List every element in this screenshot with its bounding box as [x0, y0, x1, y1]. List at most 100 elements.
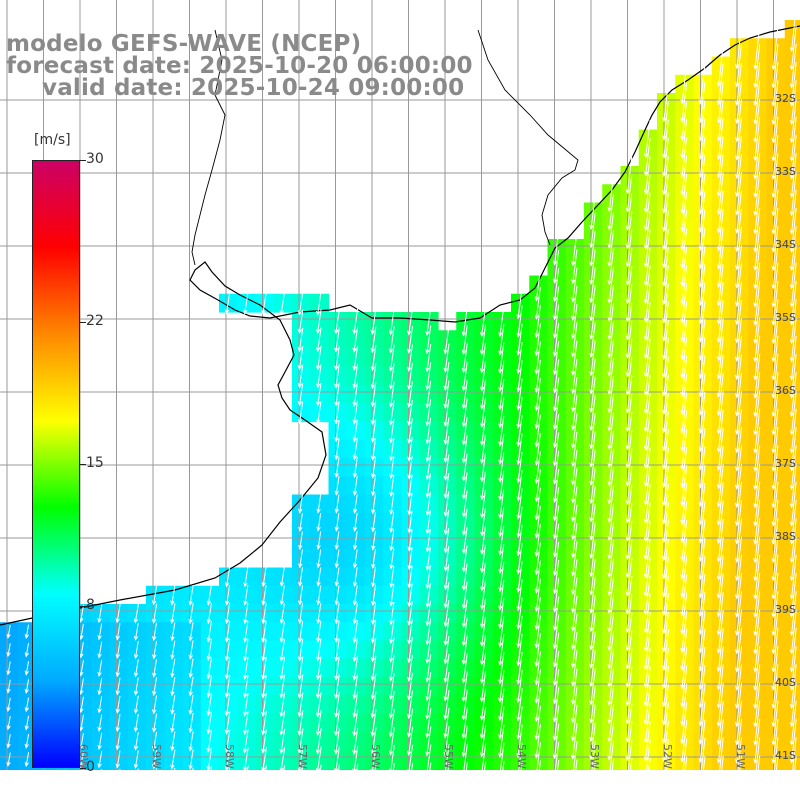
- wind-arrow: [570, 450, 578, 486]
- wind-arrow: [570, 595, 578, 632]
- wind-arrow: [316, 585, 322, 606]
- wind-arrow: [734, 281, 742, 326]
- wind-arrow: [789, 153, 797, 199]
- wind-arrow: [625, 466, 633, 506]
- wind-arrow: [498, 397, 505, 429]
- wind-arrow: [680, 701, 688, 745]
- wind-arrow: [680, 173, 688, 215]
- wind-arrow: [425, 726, 432, 757]
- wind-arrow: [571, 340, 578, 376]
- wind-arrow: [771, 700, 779, 746]
- wind-arrow: [79, 623, 84, 641]
- wind-arrow: [279, 638, 285, 662]
- wind-arrow: [425, 654, 432, 683]
- wind-arrow: [607, 212, 615, 249]
- wind-arrow: [716, 81, 724, 124]
- wind-arrow: [443, 671, 450, 702]
- wind-arrow: [370, 620, 377, 644]
- wind-arrow: [461, 599, 468, 628]
- wind-arrow: [662, 192, 669, 232]
- wind-arrow: [407, 492, 413, 516]
- wind-arrow: [753, 499, 761, 545]
- wind-arrow: [224, 729, 231, 754]
- wind-arrow: [298, 585, 304, 606]
- wind-arrow: [461, 472, 468, 500]
- wind-arrow: [643, 630, 651, 671]
- wind-arrow: [534, 724, 542, 759]
- wind-arrow: [188, 713, 194, 734]
- wind-arrow: [243, 585, 249, 606]
- wind-arrow: [570, 358, 578, 395]
- wind-arrow: [370, 326, 377, 354]
- wind-arrow: [24, 624, 30, 640]
- wind-arrow: [534, 305, 541, 339]
- wind-arrow: [589, 631, 596, 669]
- wind-arrow: [242, 693, 249, 717]
- wind-arrow: [552, 559, 560, 595]
- wind-arrow: [734, 427, 742, 472]
- wind-arrow: [297, 364, 304, 389]
- wind-arrow: [407, 381, 413, 409]
- wind-arrow: [389, 474, 395, 497]
- wind-arrow: [789, 61, 797, 107]
- wind-arrow: [625, 248, 633, 286]
- wind-arrow: [589, 212, 596, 249]
- wind-arrow: [789, 499, 797, 545]
- wind-arrow: [97, 750, 103, 769]
- colorbar-tick-mark: [80, 464, 86, 465]
- wind-arrow: [352, 494, 358, 514]
- wind-arrow: [716, 500, 724, 545]
- wind-arrow: [698, 282, 706, 325]
- wind-arrow: [498, 598, 505, 630]
- wind-arrow: [789, 299, 797, 345]
- wind-arrow: [662, 228, 669, 269]
- wind-arrow: [498, 434, 505, 465]
- wind-arrow: [443, 600, 450, 628]
- wind-arrow: [662, 411, 669, 452]
- wind-arrow: [298, 512, 303, 532]
- wind-arrow: [662, 556, 669, 598]
- latitude-label: 37S: [775, 457, 796, 470]
- wind-arrow: [24, 697, 30, 713]
- wind-arrow: [279, 710, 286, 736]
- wind-arrow: [735, 154, 742, 198]
- wind-arrow: [789, 536, 797, 582]
- wind-arrow: [589, 613, 596, 651]
- wind-arrow: [352, 419, 358, 443]
- wind-arrow: [371, 530, 376, 551]
- wind-arrow: [206, 729, 213, 753]
- wind-arrow: [334, 638, 340, 662]
- wind-arrow: [662, 338, 669, 379]
- wind-arrow: [552, 268, 560, 303]
- wind-arrow: [625, 229, 633, 268]
- wind-arrow: [734, 627, 743, 673]
- wind-arrow: [425, 492, 431, 517]
- wind-arrow: [625, 521, 633, 561]
- wind-arrow: [698, 173, 706, 215]
- wind-arrow: [425, 362, 432, 391]
- wind-arrow: [498, 562, 505, 593]
- wind-arrow: [625, 594, 633, 634]
- wind-arrow: [425, 582, 432, 608]
- wind-arrow: [534, 286, 541, 320]
- wind-arrow: [479, 397, 487, 428]
- wind-arrow: [334, 691, 340, 718]
- wind-arrow: [97, 732, 103, 751]
- wind-arrow: [643, 229, 651, 268]
- wind-arrow: [552, 487, 560, 522]
- wind-arrow: [753, 390, 761, 436]
- colorbar: [32, 160, 80, 768]
- colorbar-tick-mark: [80, 322, 86, 324]
- wind-arrow: [698, 446, 706, 489]
- wind-arrow: [133, 659, 139, 678]
- longitude-label: 55W: [442, 744, 455, 769]
- wind-arrow: [479, 361, 487, 392]
- wind-arrow: [607, 412, 615, 450]
- wind-arrow: [570, 541, 578, 577]
- wind-arrow: [789, 463, 797, 509]
- wind-arrow: [643, 429, 651, 470]
- wind-arrow: [734, 554, 743, 600]
- wind-arrow: [224, 603, 231, 625]
- wind-arrow: [425, 564, 431, 590]
- wind-arrow: [516, 323, 523, 356]
